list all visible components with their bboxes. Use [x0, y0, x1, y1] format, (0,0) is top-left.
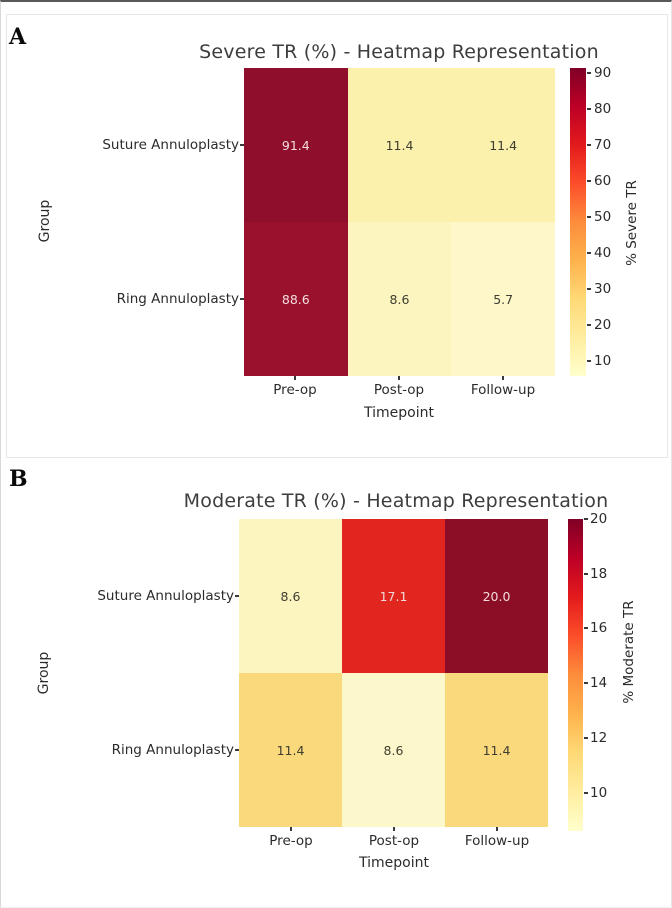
colorbar-tick-label: 80 — [594, 101, 612, 117]
panel-moderate-tr-heatmap: Moderate TR (%) - Heatmap Representation… — [6, 462, 668, 907]
colorbar-tick-label: 60 — [594, 173, 612, 189]
heatmap-cell-ring-followup: 11.4 — [445, 673, 548, 827]
colorbar-tick-mark — [587, 216, 591, 218]
col-label-pre-op: Pre-op — [269, 833, 313, 849]
heatmap-cell-ring-preop: 88.6 — [244, 222, 348, 376]
heatmap-cell-suture-followup: 11.4 — [451, 68, 555, 222]
colorbar-tick-mark — [584, 737, 588, 739]
panel-severe-tr-heatmap: Severe TR (%) - Heatmap Representation 9… — [6, 14, 668, 458]
y-tick-mark — [235, 749, 239, 751]
colorbar-tick-label: 10 — [594, 353, 612, 369]
heatmap-cell-ring-postop: 8.6 — [347, 222, 452, 376]
x-axis-label-timepoint: Timepoint — [364, 405, 434, 421]
colorbar-tick-label: 14 — [590, 675, 608, 691]
y-axis-label-group: Group — [36, 651, 52, 695]
y-axis-label-group: Group — [37, 199, 53, 243]
heatmap-cell-ring-postop: 8.6 — [342, 673, 445, 827]
x-tick-mark — [290, 827, 292, 831]
colorbar-tick-mark — [584, 573, 588, 575]
colorbar-tick-label: 90 — [594, 65, 612, 81]
heatmap-cell-ring-preop: 11.4 — [239, 673, 342, 827]
moderate-tr-heatmap-grid: 8.6 17.1 20.0 11.4 8.6 11.4 — [239, 519, 548, 827]
colorbar-tick-label: 30 — [594, 281, 612, 297]
x-tick-mark — [398, 376, 400, 380]
col-label-post-op: Post-op — [373, 382, 425, 398]
colorbar-tick-mark — [587, 108, 591, 110]
row-label-ring-annuloplasty: Ring Annuloplasty — [111, 742, 234, 758]
x-tick-mark — [294, 376, 296, 380]
panel-a-letter: A — [9, 24, 27, 50]
heatmap-cell-suture-preop: 8.6 — [239, 519, 342, 673]
colorbar-tick-mark — [587, 180, 591, 182]
x-tick-mark — [496, 827, 498, 831]
moderate-tr-chart-title: Moderate TR (%) - Heatmap Representation — [183, 490, 609, 512]
colorbar-tick-mark — [587, 324, 591, 326]
heatmap-cell-suture-postop: 11.4 — [347, 68, 452, 222]
colorbar-tick-mark — [587, 360, 591, 362]
colorbar-tick-mark — [584, 682, 588, 684]
row-label-suture-annuloplasty: Suture Annuloplasty — [97, 588, 234, 604]
colorbar-tick-mark — [584, 792, 588, 794]
colorbar-tick-mark — [584, 627, 588, 629]
heatmap-cell-suture-postop: 17.1 — [342, 519, 445, 673]
moderate-tr-colorbar — [568, 519, 583, 831]
colorbar-tick-label: 18 — [590, 566, 608, 582]
col-label-pre-op: Pre-op — [273, 382, 317, 398]
y-tick-mark — [240, 298, 244, 300]
panel-b-letter: B — [9, 466, 28, 492]
colorbar-tick-mark — [587, 288, 591, 290]
severe-tr-colorbar — [570, 68, 586, 376]
heatmap-cell-suture-followup: 20.0 — [445, 519, 548, 673]
x-tick-mark — [502, 376, 504, 380]
colorbar-axis-label-moderate-tr: % Moderate TR — [621, 600, 637, 704]
x-tick-mark — [393, 827, 395, 831]
colorbar-tick-label: 12 — [590, 730, 608, 746]
colorbar-tick-mark — [587, 252, 591, 254]
colorbar-tick-label: 16 — [590, 620, 608, 636]
colorbar-tick-label: 20 — [590, 511, 608, 527]
severe-tr-chart-title: Severe TR (%) - Heatmap Representation — [199, 41, 599, 63]
row-label-suture-annuloplasty: Suture Annuloplasty — [102, 137, 239, 153]
heatmap-cell-ring-followup: 5.7 — [451, 222, 555, 376]
colorbar-tick-mark — [587, 72, 591, 74]
colorbar-tick-label: 40 — [594, 245, 612, 261]
x-axis-label-timepoint: Timepoint — [359, 855, 429, 871]
y-tick-mark — [240, 144, 244, 146]
colorbar-tick-label: 50 — [594, 209, 612, 225]
colorbar-tick-label: 10 — [590, 785, 608, 801]
col-label-follow-up: Follow-up — [470, 382, 536, 398]
colorbar-axis-label-severe-tr: % Severe TR — [624, 180, 640, 266]
colorbar-tick-mark — [584, 518, 588, 520]
severe-tr-heatmap-grid: 91.4 11.4 11.4 88.6 8.6 5.7 — [244, 68, 555, 376]
col-label-post-op: Post-op — [368, 833, 420, 849]
heatmap-cell-suture-preop: 91.4 — [244, 68, 348, 222]
colorbar-tick-label: 20 — [594, 317, 612, 333]
colorbar-tick-label: 70 — [594, 137, 612, 153]
row-label-ring-annuloplasty: Ring Annuloplasty — [116, 291, 239, 307]
y-tick-mark — [235, 595, 239, 597]
col-label-follow-up: Follow-up — [464, 833, 530, 849]
colorbar-tick-mark — [587, 144, 591, 146]
